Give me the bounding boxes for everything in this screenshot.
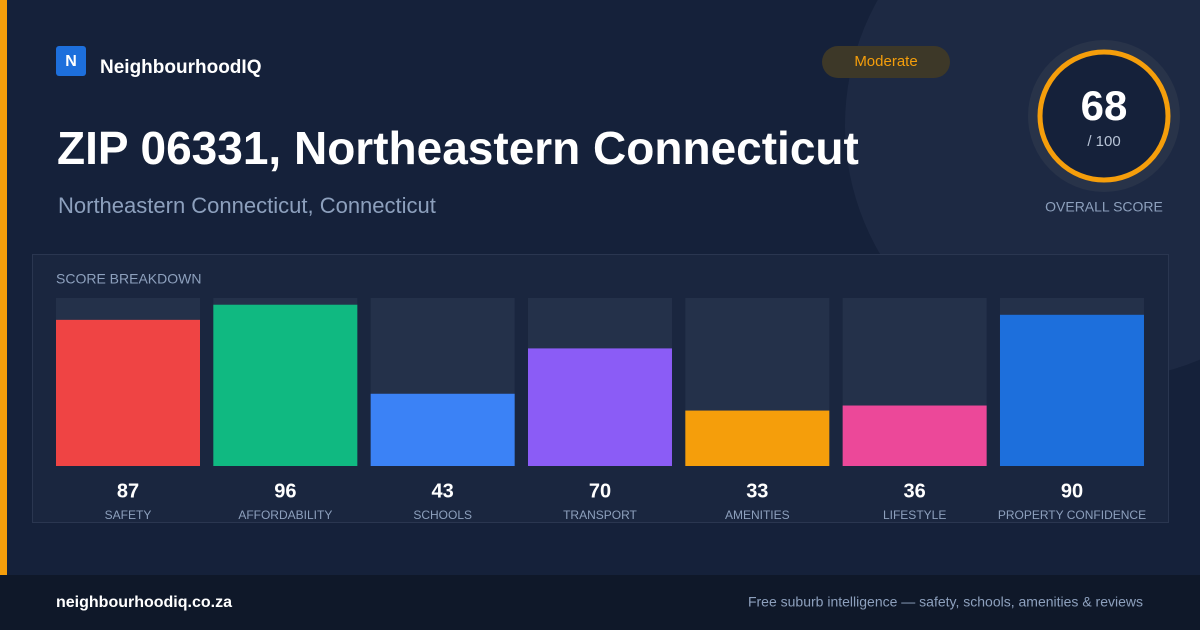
footer [0,575,1200,630]
bar [370,393,515,466]
bar [999,314,1144,466]
badge [822,46,950,78]
value-label: 33 [746,480,768,502]
value-label: 87 [117,480,139,502]
category-label: AFFORDABILITY [238,508,332,522]
value-label: 96 [274,480,296,502]
value-label: 36 [904,480,926,502]
title: ZIP 06331, Northeastern Connecticut [57,122,859,174]
accent-stripe [0,0,7,575]
category-label: PROPERTY CONFIDENCE [998,508,1146,522]
category-label: SCHOOLS [413,508,472,522]
bars: 87 SAFETY 96 AFFORDABILITY 43 SCHOOLS 70 TRANSP… [56,298,1146,522]
subtitle: Northeastern Connecticut, Connecticut [58,193,436,218]
bar [213,304,358,466]
overall-score: 68 [1081,82,1128,129]
overall-max: / 100 [1087,133,1120,150]
category-label: SAFETY [105,508,152,522]
logo-letter: N [65,53,77,70]
brand: NeighbourhoodIQ [100,57,261,78]
badge-text: Moderate [854,53,917,70]
logo [56,46,86,76]
value-label: 43 [432,480,454,502]
category-label: AMENITIES [725,508,790,522]
overall-label: OVERALL SCORE [1045,199,1163,215]
value-label: 70 [589,480,611,502]
bar [56,319,200,466]
category-label: LIFESTYLE [883,508,946,522]
footer-url: neighbourhoodiq.co.za [56,594,232,611]
chart-title: SCORE BREAKDOWN [56,271,201,287]
value-label: 90 [1061,480,1083,502]
category-label: TRANSPORT [563,508,637,522]
bar [527,348,672,466]
score-ring [1037,49,1171,183]
bar [685,410,830,466]
footer-tagline: Free suburb intelligence — safety, schoo… [748,594,1143,610]
bar [842,405,987,466]
